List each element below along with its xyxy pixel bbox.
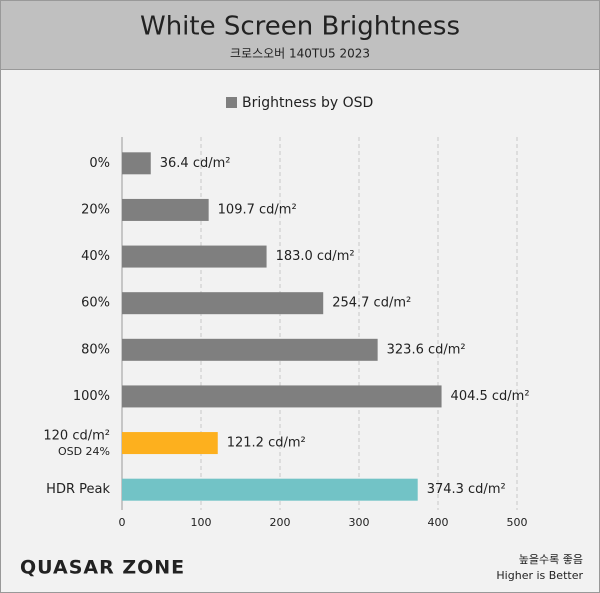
x-tick-label: 400 [428, 516, 449, 529]
bar [122, 432, 218, 455]
bar [122, 338, 378, 361]
chart-subtitle: 크로스오버 140TU5 2023 [230, 47, 370, 61]
bar [122, 385, 442, 408]
bar [122, 245, 267, 268]
value-label: 121.2 cd/m² [227, 436, 306, 451]
y-tick-label: HDR Peak [46, 482, 110, 497]
legend-label: Brightness by OSD [242, 95, 373, 111]
y-tick-label: 80% [81, 342, 110, 357]
value-label: 36.4 cd/m² [160, 156, 231, 171]
legend-swatch [226, 97, 237, 108]
header [0, 0, 600, 70]
bar [122, 292, 324, 315]
value-label: 109.7 cd/m² [218, 202, 297, 217]
y-tick-label: 20% [81, 202, 110, 217]
value-label: 323.6 cd/m² [387, 342, 466, 357]
bar [122, 478, 418, 501]
x-tick-label: 300 [349, 516, 370, 529]
logo: QUASAR ZONE [20, 557, 185, 579]
value-label: 404.5 cd/m² [451, 389, 530, 404]
x-tick-label: 500 [507, 516, 528, 529]
note: 높을수록 좋음 [519, 553, 583, 566]
note: Higher is Better [496, 569, 583, 582]
value-label: 254.7 cd/m² [332, 296, 411, 311]
bar [122, 152, 151, 175]
value-label: 183.0 cd/m² [276, 249, 355, 264]
x-tick-label: 100 [191, 516, 212, 529]
y-tick-label: 60% [81, 296, 110, 311]
value-label: 374.3 cd/m² [427, 482, 506, 497]
bar [122, 198, 209, 221]
y-tick-label: 120 cd/m² [43, 429, 110, 444]
x-tick-label: 200 [270, 516, 291, 529]
chart-title: White Screen Brightness [140, 12, 460, 42]
x-tick-label: 0 [119, 516, 126, 529]
y-tick-sublabel: OSD 24% [58, 445, 110, 458]
y-tick-label: 40% [81, 249, 110, 264]
y-tick-label: 0% [89, 156, 110, 171]
y-tick-label: 100% [73, 389, 110, 404]
